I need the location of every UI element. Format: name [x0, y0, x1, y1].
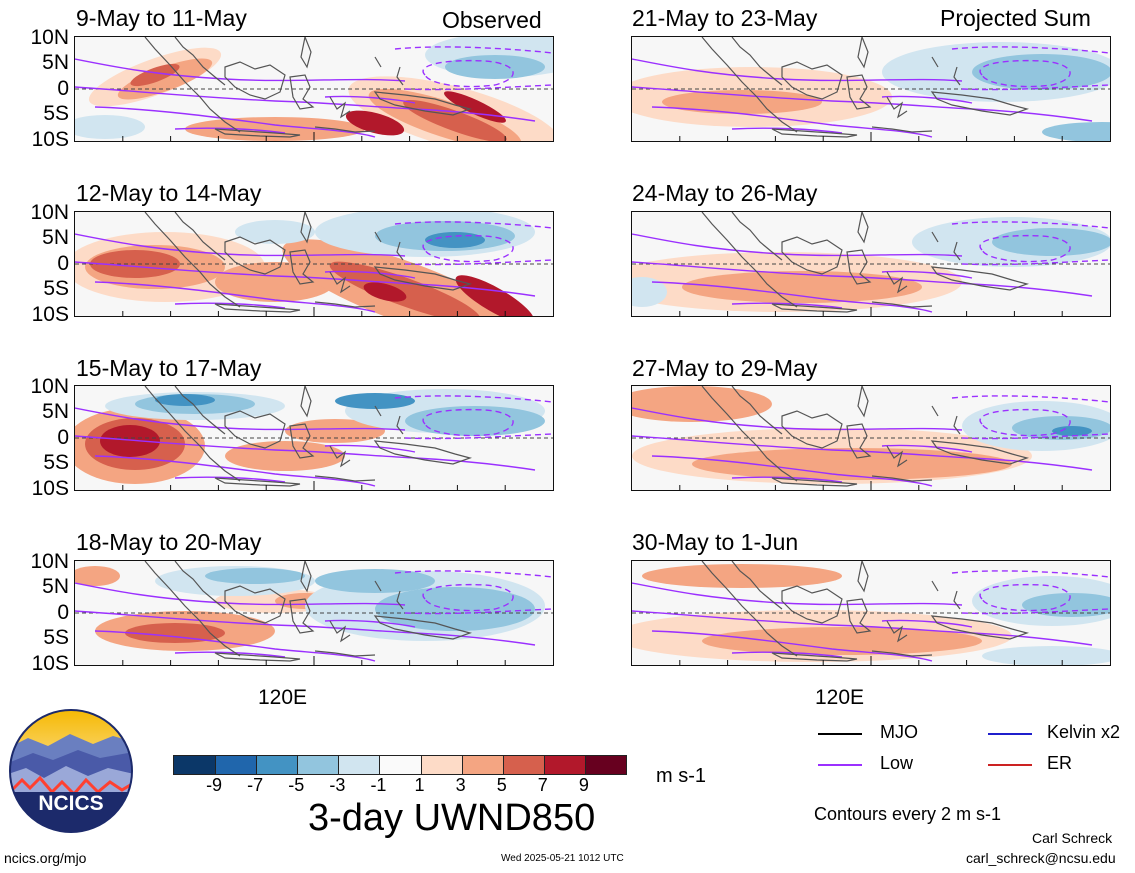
- panel-title-left-1: 9-May to 11-May: [76, 5, 247, 31]
- colorbar-swatch: [543, 756, 585, 774]
- legend-mjo-label: MJO: [880, 722, 918, 742]
- colorbar-swatch: [338, 756, 380, 774]
- map-panel-projected-3: [631, 385, 1111, 491]
- colorbar-swatch: [461, 756, 503, 774]
- colorbar-swatch: [584, 756, 626, 774]
- map-svg: [632, 212, 1110, 316]
- footer-email[interactable]: carl_schreck@ncsu.edu: [966, 850, 1116, 866]
- colorbar-tick-label: 5: [496, 775, 507, 795]
- panel-title-right-1: 21-May to 23-May: [632, 5, 818, 31]
- map-panel-observed-1: [74, 36, 554, 142]
- colorbar-swatch: [256, 756, 298, 774]
- footer-timestamp: Wed 2025-05-21 1012 UTC: [501, 853, 624, 864]
- colorbar-tick-label: -5: [288, 775, 305, 795]
- colorbar-tick-label: -3: [329, 775, 346, 795]
- map-panel-observed-4: [74, 560, 554, 666]
- map-svg: [75, 37, 553, 141]
- legend-low-line: [818, 764, 862, 766]
- map-panel-projected-2: [631, 211, 1111, 317]
- colorbar-tick-label: 9: [578, 775, 589, 795]
- footer-site[interactable]: ncics.org/mjo: [4, 850, 87, 866]
- colorbar-swatch: [502, 756, 544, 774]
- legend-low-label: Low: [880, 753, 914, 773]
- lon-label-left: 120E: [258, 686, 308, 709]
- colorbar-tick-label: 1: [414, 775, 425, 795]
- map-svg: [75, 212, 553, 316]
- map-panel-observed-2: [74, 211, 554, 317]
- colorbar: [173, 755, 627, 775]
- projected-sum-header: Projected Sum: [940, 5, 1091, 31]
- colorbar-swatch: [297, 756, 339, 774]
- footer-author: Carl Schreck: [1032, 830, 1113, 846]
- panel-title-left-2: 12-May to 14-May: [76, 180, 262, 206]
- colorbar-units: m s-1: [656, 765, 706, 787]
- colorbar-tick-label: -1: [370, 775, 387, 795]
- legend-kelvin-line: [988, 733, 1032, 735]
- panel-title-right-2: 24-May to 26-May: [632, 180, 818, 206]
- map-svg: [632, 561, 1110, 665]
- map-svg: [632, 386, 1110, 490]
- figure-title: 3-day UWND850: [308, 797, 596, 839]
- colorbar-tick-label: 3: [455, 775, 466, 795]
- legend-kelvin-label: Kelvin x2: [1047, 722, 1121, 742]
- colorbar-swatch: [174, 756, 216, 774]
- panel-title-right-3: 27-May to 29-May: [632, 355, 818, 381]
- lon-label-right: 120E: [815, 686, 865, 709]
- observed-header: Observed: [442, 7, 542, 33]
- colorbar-tick-label: 7: [537, 775, 548, 795]
- map-svg: [75, 386, 553, 490]
- ncics-logo: NCICS: [8, 708, 134, 834]
- map-svg: [632, 37, 1110, 141]
- legend-er-label: ER: [1047, 753, 1073, 773]
- colorbar-swatch: [379, 756, 421, 774]
- map-svg: [75, 561, 553, 665]
- colorbar-swatch: [215, 756, 257, 774]
- colorbar-tick-label: -7: [247, 775, 264, 795]
- panel-title-left-3: 15-May to 17-May: [76, 355, 262, 381]
- contours-note: Contours every 2 m s-1: [814, 804, 1002, 824]
- map-panel-projected-4: [631, 560, 1111, 666]
- panel-title-right-4: 30-May to 1-Jun: [632, 529, 799, 555]
- legend-er-line: [988, 764, 1032, 766]
- panel-title-left-4: 18-May to 20-May: [76, 529, 262, 555]
- colorbar-swatch: [420, 756, 462, 774]
- ncics-logo-text: NCICS: [38, 792, 104, 815]
- legend-mjo-line: [818, 733, 862, 735]
- map-panel-projected-1: [631, 36, 1111, 142]
- map-panel-observed-3: [74, 385, 554, 491]
- colorbar-tick-label: -9: [206, 775, 223, 795]
